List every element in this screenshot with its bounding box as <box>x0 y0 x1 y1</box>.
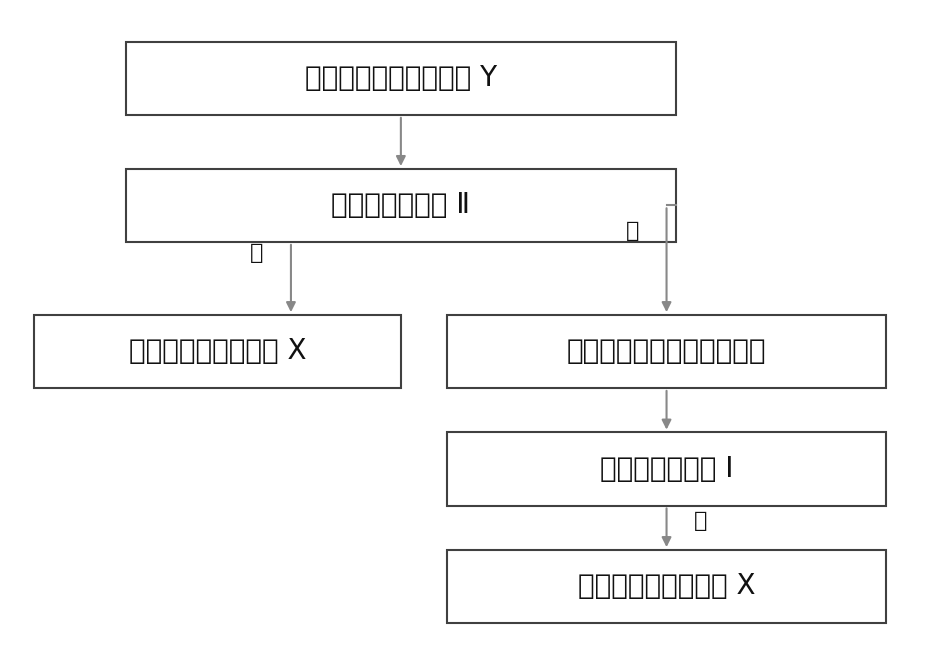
Text: 硫化物标准曲线 Ⅰ: 硫化物标准曲线 Ⅰ <box>600 455 733 483</box>
FancyBboxPatch shape <box>446 432 886 506</box>
FancyBboxPatch shape <box>446 550 886 623</box>
FancyBboxPatch shape <box>126 169 676 242</box>
Text: 否: 否 <box>626 221 639 241</box>
FancyBboxPatch shape <box>126 42 676 115</box>
Text: 进入稀释系统和预浓缩系统: 进入稀释系统和预浓缩系统 <box>566 337 766 365</box>
FancyBboxPatch shape <box>34 315 401 388</box>
FancyBboxPatch shape <box>446 315 886 388</box>
Text: 是: 是 <box>694 511 708 532</box>
Text: 硫化物标准曲线 Ⅱ: 硫化物标准曲线 Ⅱ <box>331 191 471 219</box>
Text: 是: 是 <box>250 243 263 263</box>
Text: 计算出硫化物的含量 X: 计算出硫化物的含量 X <box>129 337 306 365</box>
Text: 样品中硫化物的峰面积 Y: 样品中硫化物的峰面积 Y <box>305 64 497 92</box>
Text: 计算出硫化物的含量 X: 计算出硫化物的含量 X <box>578 572 755 600</box>
